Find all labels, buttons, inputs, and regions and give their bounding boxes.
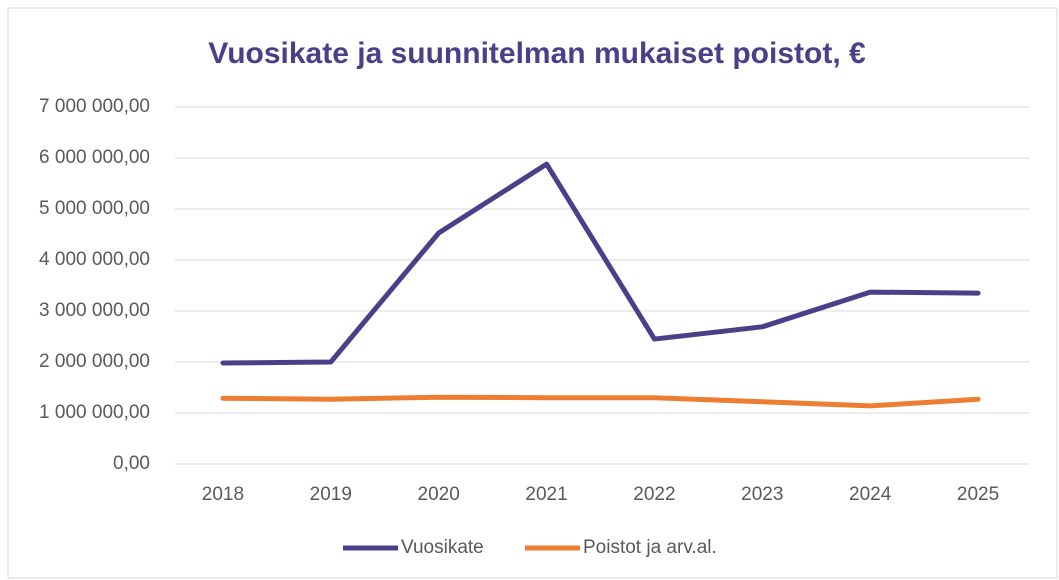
x-tick-label: 2021 [525,484,567,505]
x-tick-label: 2020 [418,484,460,505]
x-tick-label: 2018 [202,484,244,505]
y-tick-label: 1 000 000,00 [39,402,150,423]
series-line [220,394,981,409]
x-tick-label: 2022 [633,484,675,505]
x-tick-label: 2024 [849,484,892,505]
x-tick-label: 2023 [741,484,783,505]
legend-label: Vuosikate [401,537,484,558]
y-tick-label: 5 000 000,00 [39,198,150,219]
series-line [220,161,981,366]
y-tick-label: 4 000 000,00 [39,249,150,270]
y-tick-label: 7 000 000,00 [39,96,150,117]
y-tick-label: 6 000 000,00 [39,147,150,168]
x-tick-label: 2019 [310,484,352,505]
chart-title: Vuosikate ja suunnitelman mukaiset poist… [208,37,866,70]
y-tick-label: 0,00 [113,453,150,474]
x-tick-label: 2025 [957,484,999,505]
legend-label: Poistot ja arv.al. [583,537,717,558]
y-tick-label: 2 000 000,00 [39,351,150,372]
y-tick-label: 3 000 000,00 [39,300,150,321]
